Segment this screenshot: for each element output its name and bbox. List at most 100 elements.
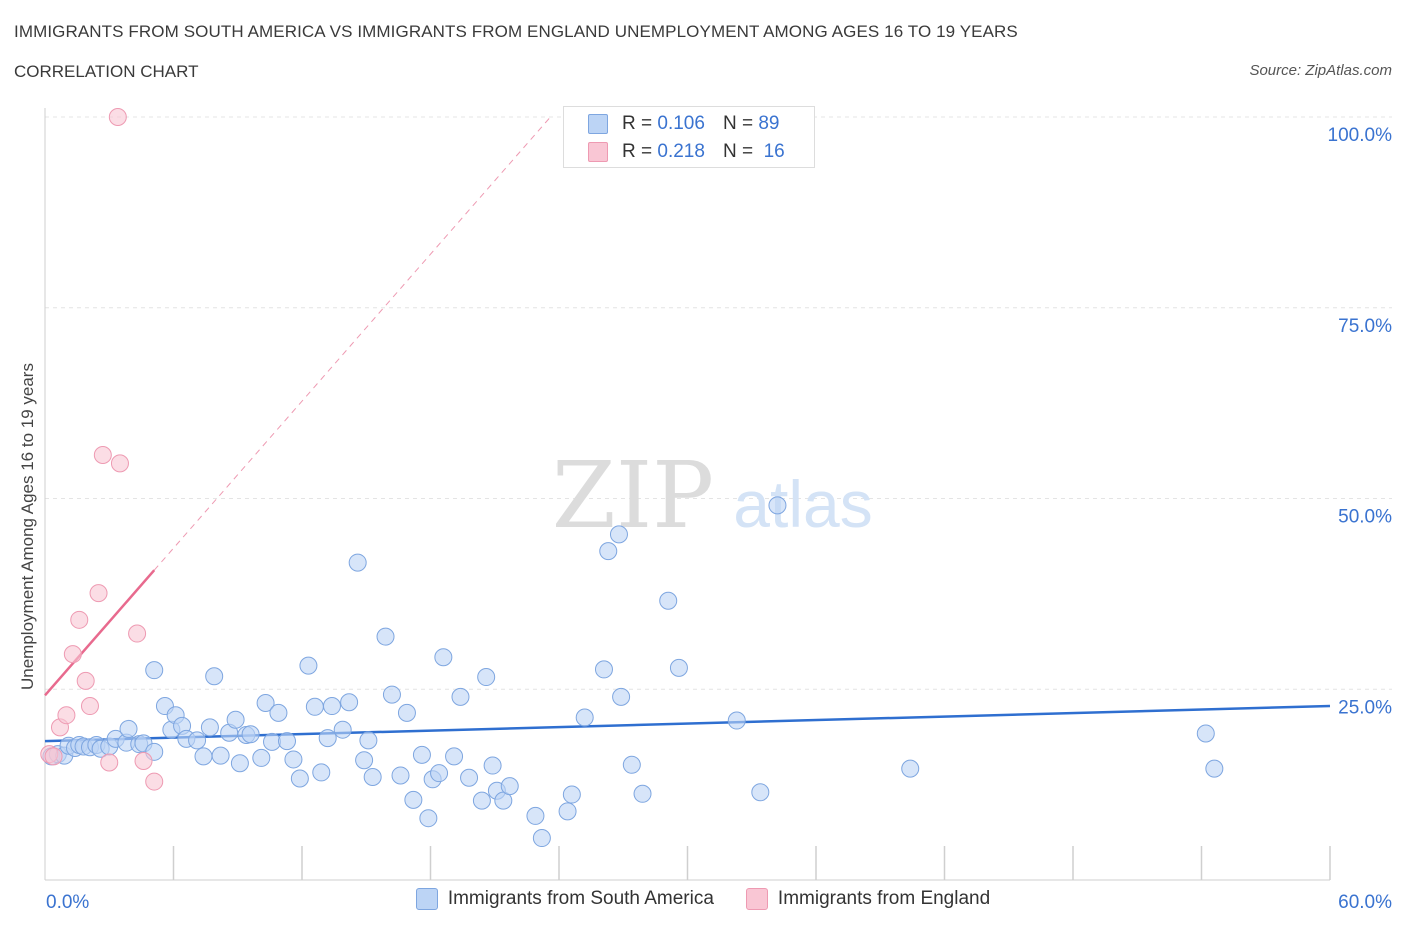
point-england [44, 747, 63, 766]
point-south-america [659, 591, 678, 610]
stats-row-south-america: R = 0.106 N = 89 [588, 111, 779, 137]
stats-legend: R = 0.106 N = 89 R = 0.218 N = 16 [563, 106, 815, 168]
y-tick-label: 25.0% [1338, 697, 1392, 718]
point-south-america [633, 784, 652, 803]
trend-line-england [44, 569, 156, 697]
point-south-america [333, 720, 352, 739]
point-south-america [226, 710, 245, 729]
point-south-america [119, 719, 138, 738]
point-south-america [609, 525, 628, 544]
point-south-america [404, 790, 423, 809]
legend-label: Immigrants from England [777, 888, 991, 909]
point-south-america [340, 693, 359, 712]
point-england [70, 610, 89, 629]
point-south-america [562, 785, 581, 804]
stats-swatch-blue [588, 114, 608, 134]
point-england [57, 706, 76, 725]
point-south-america [305, 697, 324, 716]
point-south-america [290, 769, 309, 788]
n-label: N = [722, 141, 754, 162]
point-england [100, 753, 119, 772]
point-south-america [312, 763, 331, 782]
point-england [108, 108, 127, 126]
point-england [89, 584, 108, 603]
gridlines [45, 116, 1392, 690]
bottom-legend: Immigrants from South America Immigrants… [0, 888, 1406, 910]
point-south-america [599, 542, 618, 561]
point-south-america [526, 806, 545, 825]
chart-subtitle: CORRELATION CHART [14, 62, 199, 81]
point-south-america [768, 496, 787, 515]
point-south-america [532, 829, 551, 848]
point-south-america [322, 697, 341, 716]
axes [44, 108, 1331, 881]
x-tick-label: 0.0% [46, 892, 89, 913]
point-south-america [256, 693, 275, 712]
point-england [93, 446, 112, 465]
data-points [40, 108, 1224, 848]
r-label: R = [622, 141, 653, 162]
y-tick-label: 100.0% [1328, 125, 1393, 146]
point-south-america [278, 732, 297, 751]
point-south-america [727, 711, 746, 730]
point-south-america [363, 767, 382, 786]
point-south-america [558, 802, 577, 821]
point-england [63, 645, 82, 664]
point-south-america [430, 764, 449, 783]
legend-item-england[interactable]: Immigrants from England [745, 888, 991, 910]
point-south-america [205, 667, 224, 686]
y-tick-label: 50.0% [1338, 507, 1392, 528]
point-south-america [348, 553, 367, 572]
point-south-america [391, 766, 410, 785]
watermark: ZIP atlas [552, 442, 873, 549]
point-south-america [1196, 724, 1215, 743]
point-south-america [434, 648, 453, 667]
point-south-america [1205, 759, 1224, 778]
legend-swatch-pink [745, 888, 768, 910]
watermark-zip: ZIP [552, 442, 714, 549]
stats-row-england: R = 0.218 N = 16 [588, 139, 785, 165]
point-south-america [594, 660, 613, 679]
point-england [76, 671, 95, 690]
point-south-america [269, 703, 288, 722]
tick-labels: 25.0% 50.0% 75.0% 100.0% 0.0% 60.0% [46, 125, 1392, 913]
legend-label: Immigrants from South America [447, 888, 714, 909]
point-south-america [445, 747, 464, 766]
point-south-america [252, 748, 271, 767]
point-south-america [419, 809, 438, 828]
trend-line-england-extension [153, 116, 551, 571]
x-tick-label: 60.0% [1338, 892, 1392, 913]
n-value: 89 [758, 113, 780, 134]
point-south-america [318, 729, 337, 748]
legend-item-south-america[interactable]: Immigrants from South America [415, 888, 714, 910]
chart-title: IMMIGRANTS FROM SOUTH AMERICA VS IMMIGRA… [14, 22, 1018, 41]
point-south-america [145, 661, 164, 680]
source-credit: Source: ZipAtlas.com [1249, 62, 1392, 79]
legend-swatch-blue [415, 888, 438, 910]
r-label: R = [622, 113, 653, 134]
point-england [80, 697, 99, 716]
point-england [145, 772, 164, 791]
point-south-america [500, 777, 519, 796]
point-south-america [355, 751, 374, 770]
point-england [128, 624, 147, 643]
point-south-america [188, 731, 207, 750]
point-england [134, 751, 153, 770]
point-south-america [299, 656, 318, 675]
point-south-america [211, 746, 230, 765]
point-south-america [230, 754, 249, 773]
point-south-america [359, 731, 378, 750]
point-south-america [472, 791, 491, 810]
point-south-america [382, 685, 401, 704]
point-south-america [612, 687, 631, 706]
point-south-america [284, 750, 303, 769]
point-south-america [263, 732, 282, 751]
trend-lines [44, 116, 1331, 743]
point-south-america [669, 658, 688, 677]
n-value: 16 [763, 141, 785, 162]
r-value: 0.106 [657, 113, 705, 134]
point-south-america [901, 759, 920, 778]
stats-swatch-pink [588, 142, 608, 162]
point-south-america [412, 745, 431, 764]
